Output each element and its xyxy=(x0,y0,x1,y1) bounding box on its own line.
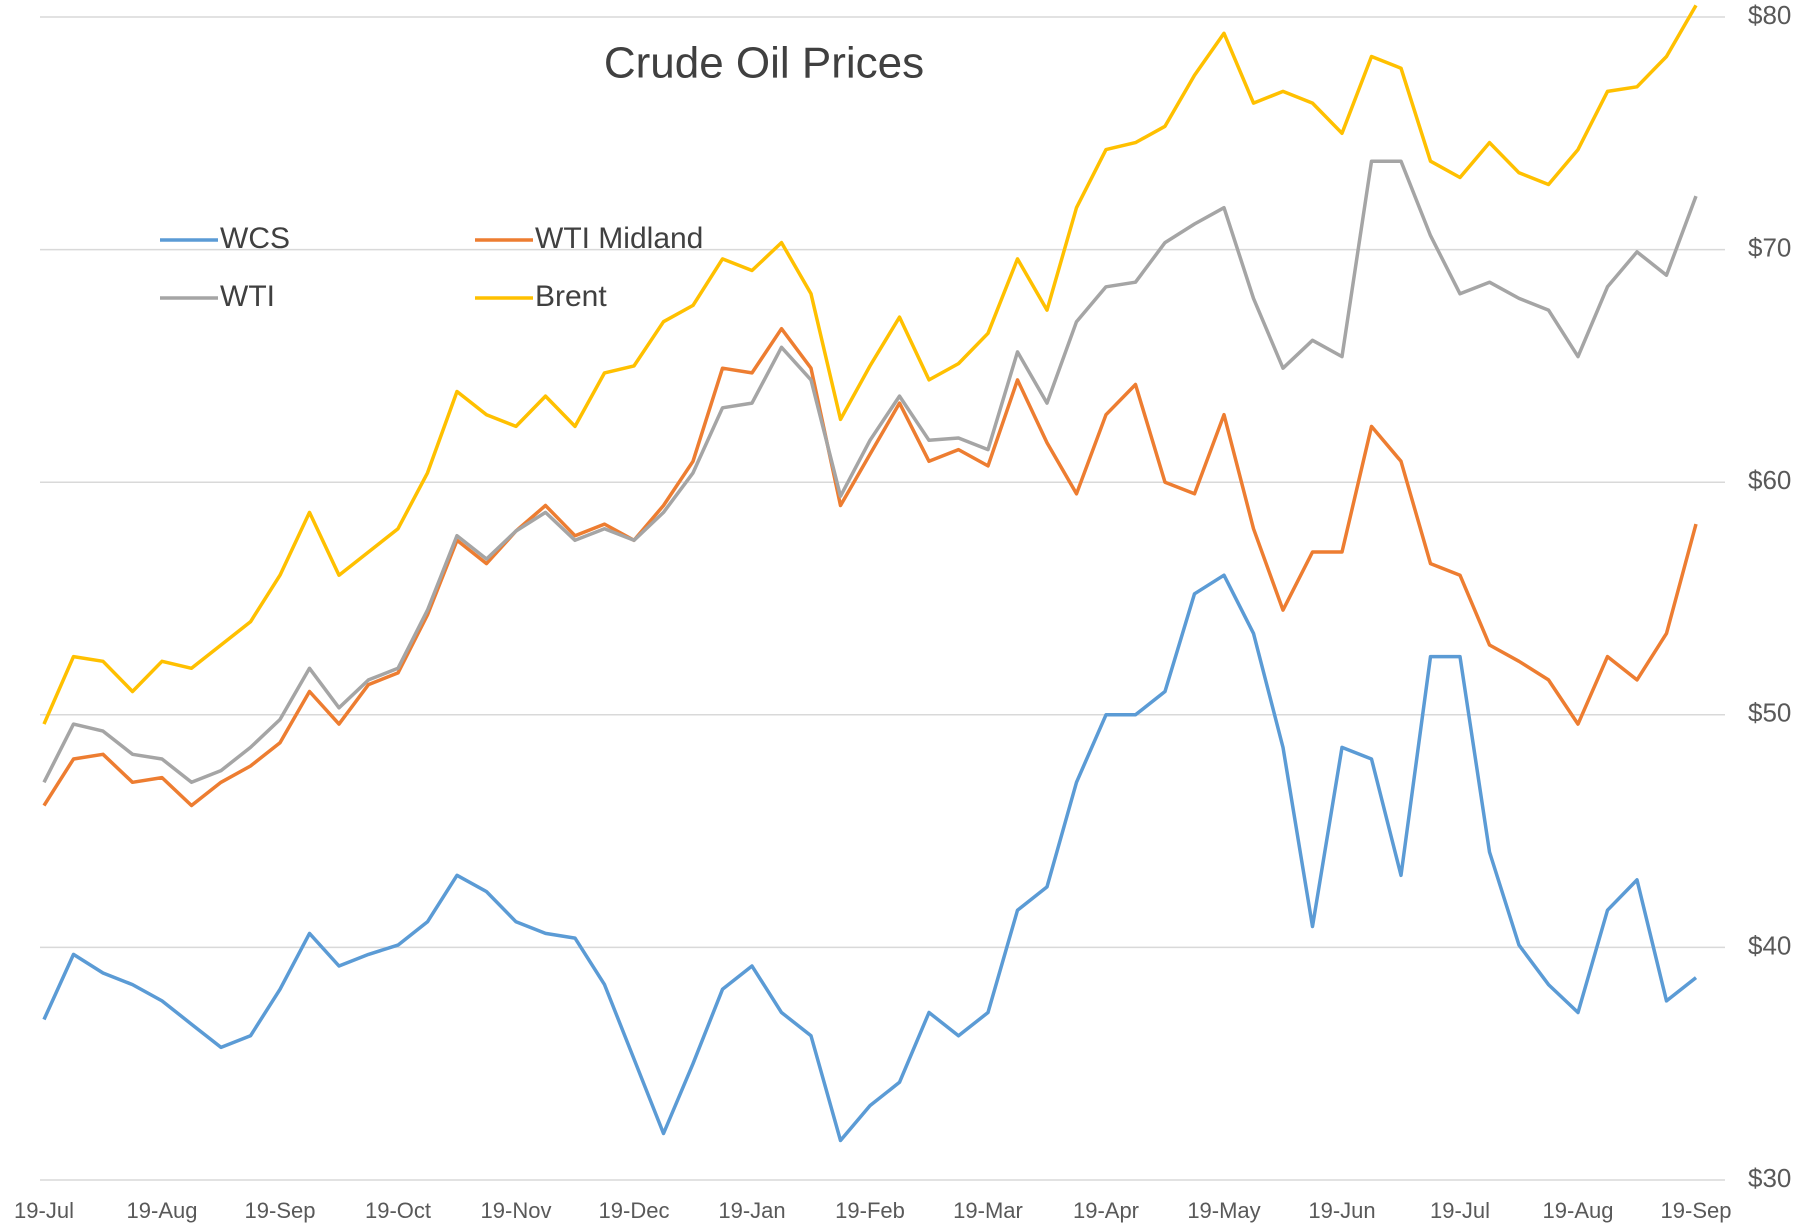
y-tick-label: $70 xyxy=(1748,232,1791,262)
chart-title: Crude Oil Prices xyxy=(604,39,924,88)
y-tick-label: $40 xyxy=(1748,930,1791,960)
y-tick-label: $60 xyxy=(1748,465,1791,495)
x-tick-label: 19-Jan xyxy=(718,1198,785,1223)
series-line xyxy=(42,159,1698,785)
series-line xyxy=(42,573,1698,1143)
x-tick-label: 19-Jul xyxy=(1430,1198,1490,1223)
x-tick-label: 19-May xyxy=(1187,1198,1260,1223)
series-line xyxy=(42,4,1698,725)
x-tick-label: 19-Apr xyxy=(1073,1198,1139,1223)
legend-label: WTI xyxy=(220,280,275,313)
y-tick-label: $80 xyxy=(1748,0,1791,30)
x-tick-label: 19-Dec xyxy=(599,1198,670,1223)
x-tick-label: 19-Aug xyxy=(127,1198,198,1223)
x-tick-label: 19-Mar xyxy=(953,1198,1023,1223)
x-tick-label: 19-Sep xyxy=(245,1198,316,1223)
x-tick-label: 19-Nov xyxy=(481,1198,552,1223)
x-tick-label: 19-Jul xyxy=(14,1198,74,1223)
legend-label: WTI Midland xyxy=(535,222,703,255)
y-tick-label: $50 xyxy=(1748,698,1791,728)
x-tick-label: 19-Sep xyxy=(1661,1198,1732,1223)
legend-label: WCS xyxy=(220,222,290,255)
x-tick-label: 19-Aug xyxy=(1543,1198,1614,1223)
x-tick-label: 19-Jun xyxy=(1308,1198,1375,1223)
y-tick-label: $30 xyxy=(1748,1163,1791,1193)
x-tick-label: 19-Feb xyxy=(835,1198,905,1223)
series-line xyxy=(42,326,1698,808)
legend-label: Brent xyxy=(535,280,607,313)
x-tick-label: 19-Oct xyxy=(365,1198,431,1223)
